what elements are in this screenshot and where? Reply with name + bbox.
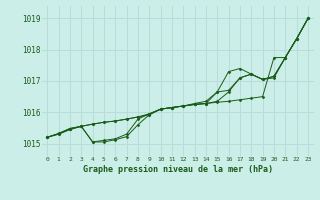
X-axis label: Graphe pression niveau de la mer (hPa): Graphe pression niveau de la mer (hPa) [83,165,273,174]
